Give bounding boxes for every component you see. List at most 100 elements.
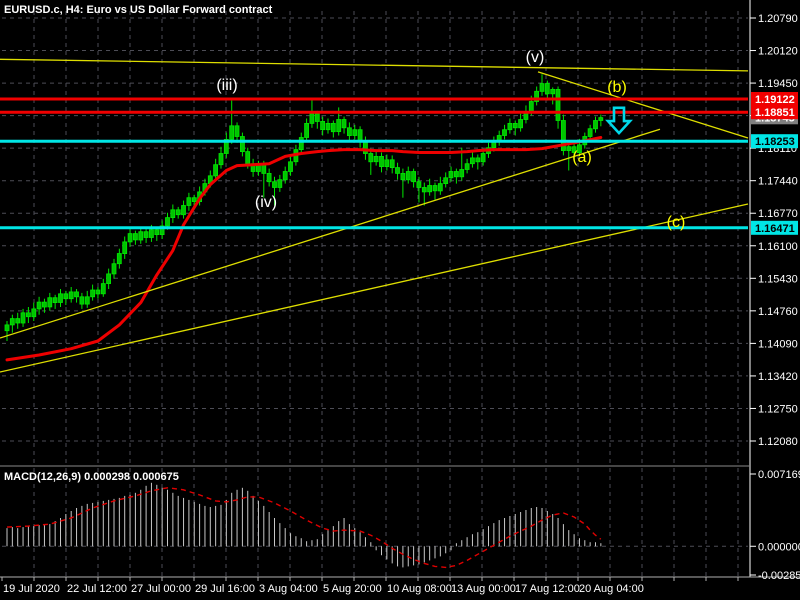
price-axis-label: 1.20790 bbox=[758, 13, 798, 25]
elliott-wave-label[interactable]: (c) bbox=[667, 214, 686, 231]
macd-histogram bbox=[6, 482, 602, 568]
candle-body bbox=[143, 231, 149, 238]
candle-body bbox=[159, 225, 165, 235]
candle-body bbox=[63, 293, 69, 300]
symbol-title: EURUSD.c, H4: Euro vs US Dollar Forward … bbox=[4, 4, 273, 16]
trendline[interactable] bbox=[0, 203, 749, 373]
level-price-badge bbox=[751, 134, 798, 149]
candle-body bbox=[469, 157, 475, 165]
price-axis-label: -0.002850 bbox=[758, 570, 800, 582]
price-axis-label: 1.12080 bbox=[758, 436, 798, 448]
candle-body bbox=[405, 171, 411, 181]
candle-body bbox=[309, 113, 315, 124]
candle-body bbox=[502, 129, 507, 136]
candle-body bbox=[42, 301, 47, 308]
time-axis-label: 29 Jul 16:00 bbox=[195, 583, 255, 595]
price-axis-label: 1.16770 bbox=[758, 208, 798, 220]
candle-body bbox=[181, 205, 186, 216]
level-price-badge-label: 1.19122 bbox=[755, 94, 795, 106]
candle-body bbox=[566, 146, 572, 151]
grid-lines bbox=[2, 11, 748, 576]
candle-body bbox=[132, 233, 138, 241]
macd-indicator-label: MACD(12,26,9) 0.000298 0.000675 bbox=[4, 471, 179, 483]
candle-body bbox=[245, 151, 251, 165]
candle-body bbox=[346, 127, 352, 137]
candles-group bbox=[4, 74, 604, 341]
candle-body bbox=[165, 217, 170, 227]
candle-body bbox=[534, 90, 539, 102]
candle-body bbox=[330, 123, 336, 133]
candle-body bbox=[512, 123, 518, 129]
horizontal-levels-group[interactable] bbox=[0, 97, 748, 230]
price-axis-label: 1.15430 bbox=[758, 273, 798, 285]
candle-body bbox=[314, 113, 320, 122]
trendlines-group[interactable] bbox=[0, 58, 749, 373]
elliott-wave-label[interactable]: (iii) bbox=[216, 77, 237, 94]
macd-signal-line bbox=[6, 487, 602, 569]
candle-body bbox=[95, 289, 101, 295]
candle-body bbox=[282, 171, 288, 181]
candle-body bbox=[58, 293, 63, 303]
candle-body bbox=[25, 312, 31, 318]
ma-line[interactable] bbox=[5, 136, 603, 362]
trendline[interactable] bbox=[0, 58, 749, 72]
candle-body bbox=[186, 197, 192, 206]
candle-body bbox=[4, 324, 10, 332]
candle-body bbox=[341, 119, 347, 129]
candle-body bbox=[148, 229, 154, 238]
candle-body bbox=[111, 263, 117, 275]
candle-body bbox=[544, 83, 550, 95]
elliott-wave-label[interactable]: (v) bbox=[526, 49, 545, 66]
candle-body bbox=[539, 83, 545, 92]
candle-body bbox=[384, 159, 390, 168]
trendline[interactable] bbox=[0, 128, 661, 339]
trendline[interactable] bbox=[537, 71, 749, 139]
candle-body bbox=[427, 185, 433, 193]
price-axis[interactable]: 1.207901.201201.194501.187801.181101.174… bbox=[750, 13, 800, 582]
candle-body bbox=[395, 167, 400, 174]
elliott-wave-label[interactable]: (b) bbox=[607, 79, 627, 96]
time-axis-label: 22 Jul 12:00 bbox=[67, 583, 127, 595]
candle-body bbox=[31, 308, 37, 318]
candle-body bbox=[100, 283, 106, 295]
candle-body bbox=[170, 209, 176, 219]
candle-body bbox=[127, 233, 133, 243]
candle-body bbox=[443, 177, 449, 185]
level-price-badge bbox=[751, 220, 798, 235]
candle-body bbox=[593, 120, 598, 130]
candle-body bbox=[229, 125, 235, 140]
candle-body bbox=[175, 209, 181, 216]
candle-body bbox=[448, 171, 454, 179]
candle-body bbox=[587, 128, 593, 137]
candle-body bbox=[304, 123, 310, 138]
price-axis-label: 1.17440 bbox=[758, 176, 798, 188]
candle-body bbox=[277, 179, 283, 188]
level-price-badge bbox=[751, 105, 798, 120]
elliott-wave-label[interactable]: (iv) bbox=[255, 194, 277, 211]
time-axis-label: 17 Aug 12:00 bbox=[515, 583, 580, 595]
candle-body bbox=[416, 181, 422, 188]
price-axis-label: 1.14090 bbox=[758, 338, 798, 350]
time-axis[interactable]: 19 Jul 2020 22 Jul 12:00 27 Jul 00:00 29 Ju… bbox=[1, 577, 739, 595]
candle-body bbox=[213, 164, 219, 177]
candle-body bbox=[191, 197, 197, 202]
candle-body bbox=[464, 163, 470, 170]
candle-body bbox=[373, 155, 379, 163]
candle-body bbox=[325, 123, 331, 131]
down-arrow-icon[interactable] bbox=[605, 106, 633, 136]
level-price-badge-label: 1.18851 bbox=[755, 107, 795, 119]
elliott-wave-label[interactable]: (a) bbox=[572, 149, 592, 166]
price-axis-label: 1.12750 bbox=[758, 404, 798, 416]
time-axis-label: 20 Aug 04:00 bbox=[579, 583, 644, 595]
candle-body bbox=[432, 185, 438, 192]
candle-body bbox=[138, 231, 144, 241]
candle-body bbox=[561, 120, 566, 152]
time-axis-label: 5 Aug 20:00 bbox=[323, 583, 382, 595]
candle-body bbox=[261, 164, 267, 174]
price-axis-label: 0.000000 bbox=[758, 541, 800, 553]
candle-body bbox=[84, 296, 90, 305]
candle-body bbox=[218, 153, 224, 166]
